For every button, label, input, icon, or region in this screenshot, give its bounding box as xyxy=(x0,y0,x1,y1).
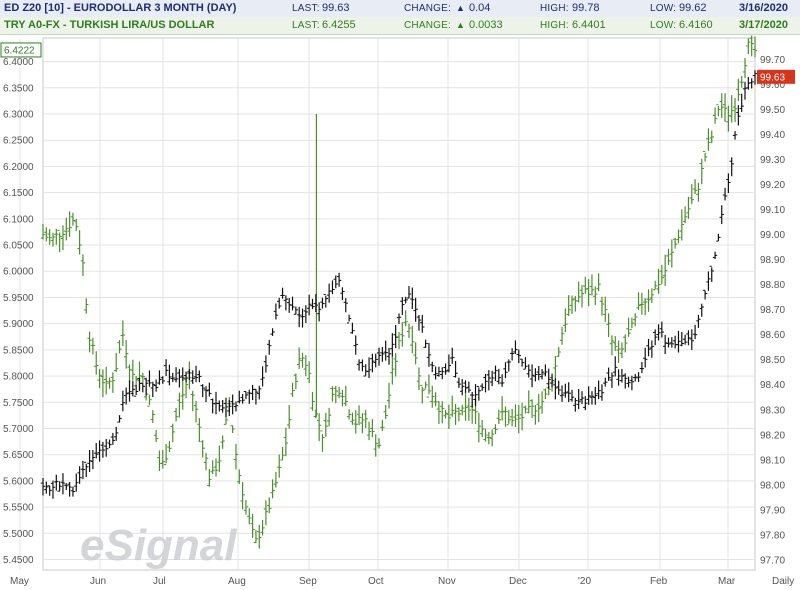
right-tick-label: 98.30 xyxy=(760,405,785,416)
x-tick-label: Jun xyxy=(90,576,106,587)
x-tick-label: Feb xyxy=(650,576,668,587)
left-tick-label: 6.2000 xyxy=(3,162,34,173)
right-tick-label: 98.00 xyxy=(760,480,785,491)
eurodollar-low-value: 99.62 xyxy=(679,2,707,14)
left-tick-label: 6.2500 xyxy=(3,136,34,147)
eurodollar-low-label: LOW: xyxy=(650,3,677,14)
x-tick-label: Oct xyxy=(368,576,384,587)
lira-current-tag xyxy=(0,42,42,58)
right-tick-label: 97.80 xyxy=(760,530,785,541)
x-tick-label: Daily xyxy=(772,576,794,587)
right-tick-label: 98.10 xyxy=(760,455,785,466)
left-tick-label: 6.1000 xyxy=(3,214,34,225)
x-tick-label: Nov xyxy=(438,576,456,587)
right-tick-label: 99.50 xyxy=(760,105,785,116)
lira-change-label: CHANGE: xyxy=(404,20,451,31)
lira-symbol[interactable]: TRY A0-FX - TURKISH LIRA/US DOLLAR xyxy=(4,19,215,31)
eurodollar-change-value: 0.04 xyxy=(469,2,491,14)
left-tick-label: 5.7500 xyxy=(3,398,34,409)
left-tick-label: 5.5000 xyxy=(3,529,34,540)
left-tick-label: 5.6000 xyxy=(3,476,34,487)
eurodollar-high-label: HIGH: xyxy=(540,3,569,14)
x-tick-label: Aug xyxy=(228,576,246,587)
eurodollar-last-value: 99.63 xyxy=(322,2,350,14)
left-tick-label: 5.9000 xyxy=(3,319,34,330)
eurodollar-high-value: 99.78 xyxy=(572,2,600,14)
plot-frame xyxy=(42,37,756,571)
left-tick-label: 6.3500 xyxy=(3,83,34,94)
lira-date: 3/17/2020 xyxy=(739,19,788,31)
right-tick-label: 99.30 xyxy=(760,155,785,166)
right-tick-label: 99.60 xyxy=(760,80,785,91)
left-tick-label: 6.0500 xyxy=(3,241,34,252)
left-tick-label: 6.3000 xyxy=(3,110,34,121)
lira-last-label: LAST: xyxy=(292,20,320,31)
eurodollar-date: 3/16/2020 xyxy=(739,2,788,14)
right-tick-label: 99.10 xyxy=(760,205,785,216)
series-turkish-lira xyxy=(40,35,758,549)
x-tick-label: May xyxy=(10,576,29,587)
lira-low-label: LOW: xyxy=(650,20,677,31)
x-tick-label: Jul xyxy=(153,576,166,587)
left-tick-label: 5.6500 xyxy=(3,450,34,461)
left-tick-label: 5.8000 xyxy=(3,372,34,383)
right-price-axis: 99.70 99.60 99.50 99.40 99.30 99.20 99.10 99.00… xyxy=(757,55,795,566)
eurodollar-current-tag xyxy=(757,69,795,84)
series-eurodollar xyxy=(40,70,758,499)
left-tick-label: 5.8500 xyxy=(3,345,34,356)
right-tick-label: 98.20 xyxy=(760,430,785,441)
chart-grid xyxy=(19,37,756,571)
right-tick-label: 98.90 xyxy=(760,255,785,266)
left-tick-label: 5.9500 xyxy=(3,293,34,304)
lira-current-tag-label: 6.4222 xyxy=(4,45,35,56)
left-tick-label: 6.4000 xyxy=(3,57,34,68)
right-tick-label: 99.00 xyxy=(760,230,785,241)
lira-change-value: 0.0033 xyxy=(469,19,503,31)
eurodollar-change-label: CHANGE: xyxy=(404,3,451,14)
left-tick-label: 5.5500 xyxy=(3,503,34,514)
x-tick-label: Sep xyxy=(299,576,317,587)
left-tick-label: 6.1500 xyxy=(3,188,34,199)
right-tick-label: 99.20 xyxy=(760,180,785,191)
right-tick-label: 99.40 xyxy=(760,130,785,141)
eurodollar-current-tag-label: 99.63 xyxy=(760,72,785,83)
x-tick-label: '20 xyxy=(578,576,591,587)
eurodollar-symbol[interactable]: ED Z20 [10] - EURODOLLAR 3 MONTH (DAY) xyxy=(4,2,237,14)
lira-high-label: HIGH: xyxy=(540,20,569,31)
lira-high-value: 6.4401 xyxy=(572,19,606,31)
right-tick-label: 98.60 xyxy=(760,330,785,341)
time-axis: May Jun Jul Aug Sep Oct Nov Dec '20 Feb Mar Daily xyxy=(10,576,794,587)
right-tick-label: 98.70 xyxy=(760,305,785,316)
left-tick-label: 5.4500 xyxy=(3,555,34,566)
up-arrow-icon: ▲ xyxy=(456,20,465,30)
left-price-axis: 6.4000 6.3500 6.3000 6.2500 6.2000 6.1500 6.10… xyxy=(0,42,42,566)
eurodollar-quote-bar: ED Z20 [10] - EURODOLLAR 3 MONTH (DAY) L… xyxy=(0,0,800,18)
esignal-watermark: eSignal xyxy=(80,521,237,570)
x-tick-label: Mar xyxy=(718,576,736,587)
x-tick-label: Dec xyxy=(509,576,527,587)
right-tick-label: 98.80 xyxy=(760,280,785,291)
lira-quote-bar: TRY A0-FX - TURKISH LIRA/US DOLLAR LAST:… xyxy=(0,17,800,35)
eurodollar-last-label: LAST: xyxy=(292,3,320,14)
right-tick-label: 99.70 xyxy=(760,55,785,66)
lira-last-value: 6.4255 xyxy=(322,19,356,31)
right-tick-label: 97.90 xyxy=(760,505,785,516)
right-tick-label: 98.50 xyxy=(760,355,785,366)
left-tick-label: 5.7000 xyxy=(3,424,34,435)
left-tick-label: 6.0000 xyxy=(3,267,34,278)
right-tick-label: 97.70 xyxy=(760,555,785,566)
up-arrow-icon: ▲ xyxy=(456,3,465,13)
right-tick-label: 98.40 xyxy=(760,380,785,391)
lira-low-value: 6.4160 xyxy=(679,19,713,31)
